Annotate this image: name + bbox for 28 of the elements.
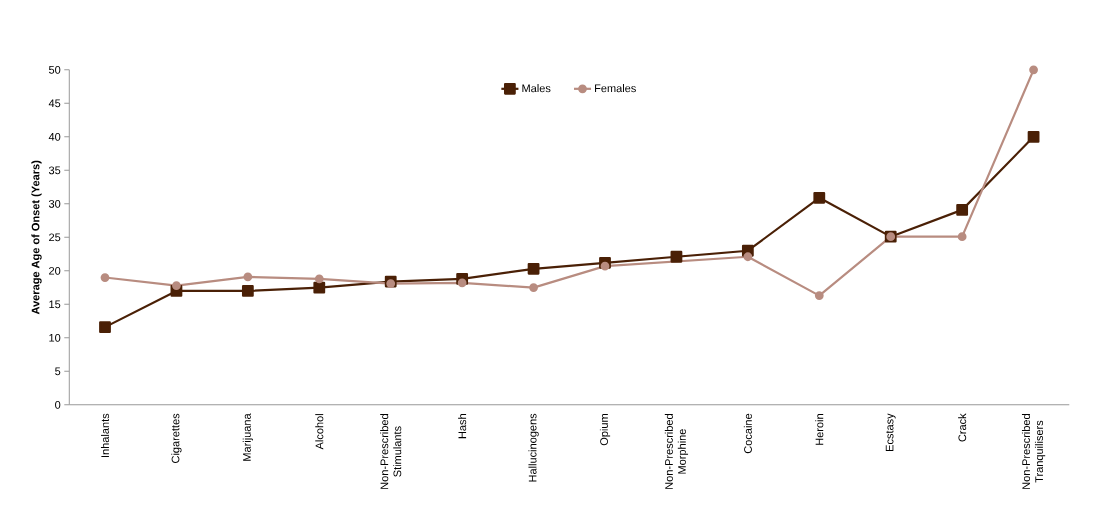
x-tick-label: Opium	[599, 414, 611, 446]
legend-label: Males	[522, 84, 551, 93]
y-axis-title: Average Age of Onset (Years)	[31, 160, 42, 315]
x-tick-label: Alcohol	[315, 414, 324, 450]
x-tick-label: Non-Prescribed Tranquilisers	[1021, 414, 1046, 489]
y-tick-label: 10	[49, 333, 61, 342]
y-tick-label: 50	[48, 65, 61, 74]
x-tick-label: Cocaine	[743, 413, 752, 454]
y-tick-label: 0	[55, 400, 61, 409]
y-tick-label: 35	[48, 166, 61, 175]
x-tick-label: Inhalants	[100, 413, 110, 457]
x-tick-label: Hash	[458, 414, 467, 439]
y-tick-label: 20	[49, 266, 61, 275]
x-tick-label: Hallucinogens	[528, 413, 539, 482]
x-tick-label: Cigarettes	[171, 413, 182, 463]
y-tick-label: 40	[48, 132, 61, 141]
y-tick-label: 15	[49, 300, 61, 309]
y-tick-label: 30	[48, 199, 61, 208]
legend-label: Females	[595, 84, 636, 93]
x-tick-label: Non-Prescribed Morphine	[664, 414, 689, 489]
y-tick-label: 25	[49, 233, 61, 242]
x-tick-label: Marijuana	[242, 413, 253, 461]
x-tick-label: Crack	[958, 413, 967, 442]
y-tick-label: 45	[48, 99, 61, 108]
y-tick-label: 5	[55, 367, 61, 376]
x-tick-label: Heroin	[815, 414, 824, 445]
x-tick-label: Ecstasy	[885, 413, 896, 451]
x-tick-label: Non-Prescribed Stimulants	[380, 414, 402, 489]
